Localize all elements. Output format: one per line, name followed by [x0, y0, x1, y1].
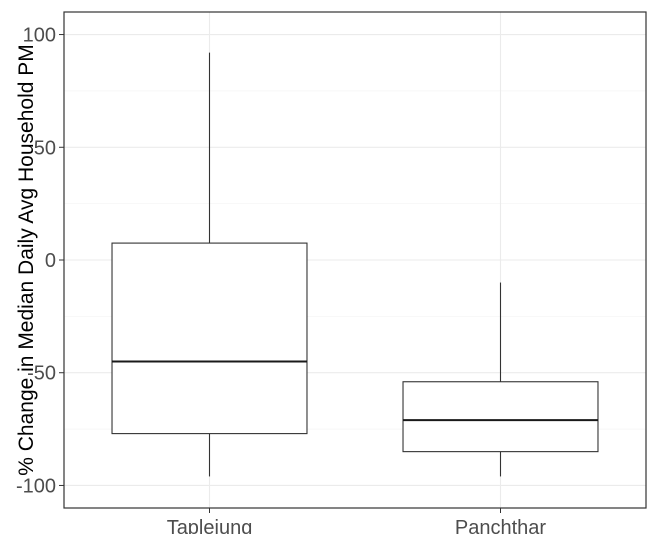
y-tick-label: 50: [34, 137, 56, 159]
iqr-box: [111, 242, 308, 435]
iqr-box: [402, 381, 599, 453]
y-tick-label: 0: [45, 250, 56, 272]
x-tick-label: Panchthar: [455, 517, 547, 534]
box-panchthar: [402, 282, 599, 477]
x-axis-ticks: Taplejung Panchthar: [167, 508, 547, 534]
x-tick-label: Taplejung: [167, 517, 253, 534]
y-axis-title: % Change in Median Daily Avg Household P…: [15, 44, 38, 476]
box-series: [111, 52, 599, 477]
y-axis-ticks: 100 50 0 -50 -100: [16, 25, 64, 497]
y-tick-label: 100: [23, 25, 56, 47]
y-tick-label: -50: [27, 363, 56, 385]
y-tick-label: -100: [16, 475, 56, 497]
box-taplejung: [111, 52, 308, 477]
